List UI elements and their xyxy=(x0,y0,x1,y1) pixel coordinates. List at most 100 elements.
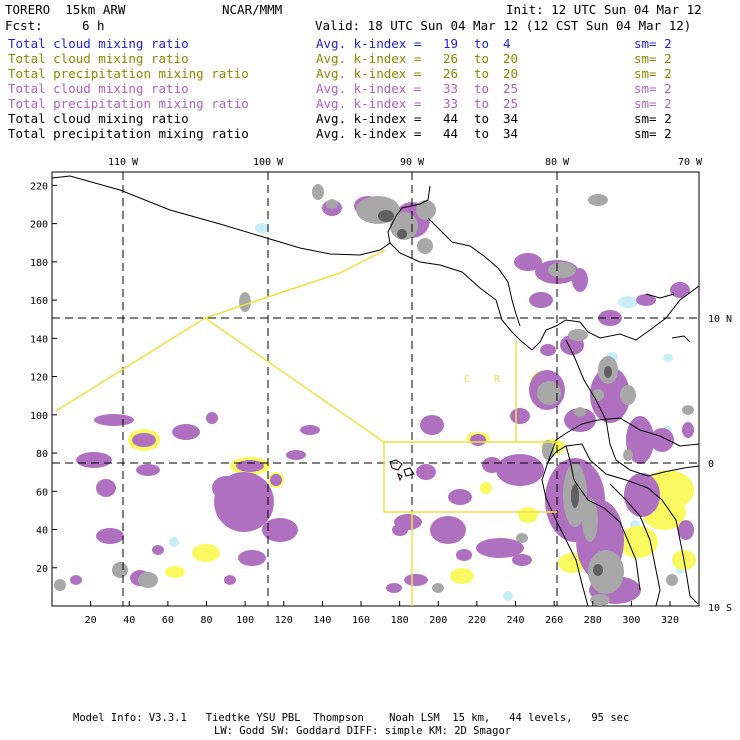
legend-row: Total cloud mixing ratio Avg. k-index = 33… xyxy=(0,81,740,96)
center-name: NCAR/MMM xyxy=(222,2,283,17)
latitude-label: 10 N xyxy=(708,314,732,325)
legend-kindex: Avg. k-index = xyxy=(316,96,422,111)
x-tick-label: 160 xyxy=(352,615,370,626)
y-tick-label: 120 xyxy=(30,373,48,384)
longitude-labels: 110 W 100 W 90 W 80 W 70 W xyxy=(108,157,703,168)
y-tick-label: 180 xyxy=(30,258,48,269)
legend-sm: sm= 2 xyxy=(634,111,672,126)
model-info-line2: LW: Godd SW: Goddard DIFF: simple KM: 2D… xyxy=(214,725,512,737)
valid-time: Valid: 18 UTC Sun 04 Mar 12 (12 CST Sun … xyxy=(315,18,692,33)
legend-sm: sm= 2 xyxy=(634,81,672,96)
longitude-label: 110 W xyxy=(108,157,139,168)
graticule xyxy=(52,172,699,606)
forecast-value: 6 h xyxy=(82,18,105,33)
forecast-label: Fcst: xyxy=(5,18,43,33)
legend-to: to xyxy=(474,66,490,81)
y-tick-label: 220 xyxy=(30,181,48,192)
legend-row: Total cloud mixing ratio Avg. k-index = 26… xyxy=(0,51,740,66)
legend-hi: 44 xyxy=(443,126,459,141)
legend-to: to xyxy=(474,111,490,126)
legend-lo: 25 xyxy=(503,81,519,96)
coastlines xyxy=(51,175,700,607)
x-tick-label: 140 xyxy=(313,615,331,626)
track-lines xyxy=(55,249,557,606)
legend-row: Total cloud mixing ratio Avg. k-index = 19… xyxy=(0,36,740,51)
legend-hi: 44 xyxy=(443,111,459,126)
x-tick-label: 220 xyxy=(468,615,486,626)
x-tick-label: 320 xyxy=(661,615,679,626)
legend-to: to xyxy=(474,81,490,96)
legend-row: Total cloud mixing ratio Avg. k-index = 44… xyxy=(0,111,740,126)
model-name: TORERO 15km ARW xyxy=(5,2,126,17)
legend-kindex: Avg. k-index = xyxy=(316,51,422,66)
annotation-c: C xyxy=(464,374,470,385)
longitude-label: 70 W xyxy=(678,157,703,168)
x-tick-label: 60 xyxy=(162,615,174,626)
legend-row: Total precipitation mixing ratio Avg. k-i… xyxy=(0,96,740,111)
y-tick-label: 160 xyxy=(30,296,48,307)
latitude-label: 10 S xyxy=(708,603,732,614)
legend-hi: 26 xyxy=(443,66,459,81)
legend-lo: 34 xyxy=(503,111,519,126)
longitude-label: 80 W xyxy=(545,157,570,168)
legend-field: Total precipitation mixing ratio xyxy=(8,96,249,111)
legend-sm: sm= 2 xyxy=(634,126,672,141)
legend-lo: 34 xyxy=(503,126,519,141)
x-tick-label: 80 xyxy=(200,615,212,626)
x-tick-label: 260 xyxy=(545,615,563,626)
y-tick-label: 140 xyxy=(30,334,48,345)
legend-hi: 33 xyxy=(443,96,459,111)
legend-kindex: Avg. k-index = xyxy=(316,36,422,51)
latitude-label: 0 xyxy=(708,459,714,470)
legend-row: Total precipitation mixing ratio Avg. k-i… xyxy=(0,66,740,81)
legend-hi: 33 xyxy=(443,81,459,96)
legend-field: Total precipitation mixing ratio xyxy=(8,126,249,141)
legend-lo: 25 xyxy=(503,96,519,111)
longitude-label: 100 W xyxy=(253,157,284,168)
legend-sm: sm= 2 xyxy=(634,96,672,111)
legend-kindex: Avg. k-index = xyxy=(316,81,422,96)
latitude-labels: 10 N 0 10 S xyxy=(708,314,732,614)
legend-field: Total cloud mixing ratio xyxy=(8,81,189,96)
legend-sm: sm= 2 xyxy=(634,36,672,51)
x-axis-ticks: 20 40 60 80 100 120 140 160 180 200 220 240 260 280 30… xyxy=(85,601,679,626)
longitude-label: 90 W xyxy=(400,157,425,168)
x-tick-label: 240 xyxy=(506,615,524,626)
legend-hi: 26 xyxy=(443,51,459,66)
forecast-map: 110 W 100 W 90 W 80 W 70 W 10 N 0 10 S xyxy=(30,157,732,626)
legend-kindex: Avg. k-index = xyxy=(316,126,422,141)
legend-field: Total cloud mixing ratio xyxy=(8,36,189,51)
legend-field: Total cloud mixing ratio xyxy=(8,111,189,126)
y-tick-label: 60 xyxy=(36,487,48,498)
y-tick-label: 100 xyxy=(30,411,48,422)
legend-to: to xyxy=(474,96,490,111)
legend-lo: 20 xyxy=(503,51,519,66)
legend-lo: 4 xyxy=(503,36,511,51)
legend-lo: 20 xyxy=(503,66,519,81)
legend-to: to xyxy=(474,36,490,51)
y-tick-label: 40 xyxy=(36,526,48,537)
legend-field: Total cloud mixing ratio xyxy=(8,51,189,66)
model-info-line1: Model Info: V3.3.1 Tiedtke YSU PBL Thomp… xyxy=(73,712,630,724)
y-tick-label: 200 xyxy=(30,220,48,231)
legend-field: Total precipitation mixing ratio xyxy=(8,66,249,81)
legend-sm: sm= 2 xyxy=(634,51,672,66)
legend-sm: sm= 2 xyxy=(634,66,672,81)
legend-row: Total precipitation mixing ratio Avg. k-i… xyxy=(0,126,740,141)
init-time: Init: 12 UTC Sun 04 Mar 12 xyxy=(506,2,702,17)
annotation-r: R xyxy=(494,374,501,385)
x-tick-label: 300 xyxy=(622,615,640,626)
legend-to: to xyxy=(474,51,490,66)
y-tick-label: 80 xyxy=(36,449,48,460)
x-tick-label: 40 xyxy=(123,615,135,626)
legend-hi: 19 xyxy=(443,36,459,51)
legend-kindex: Avg. k-index = xyxy=(316,111,422,126)
legend-kindex: Avg. k-index = xyxy=(316,66,422,81)
legend-to: to xyxy=(474,126,490,141)
x-tick-label: 120 xyxy=(275,615,293,626)
y-axis-ticks: 20 40 60 80 100 120 140 160 180 200 220 xyxy=(30,181,57,575)
x-tick-label: 20 xyxy=(85,615,97,626)
x-tick-label: 280 xyxy=(584,615,602,626)
x-tick-label: 200 xyxy=(429,615,447,626)
x-tick-label: 100 xyxy=(236,615,254,626)
